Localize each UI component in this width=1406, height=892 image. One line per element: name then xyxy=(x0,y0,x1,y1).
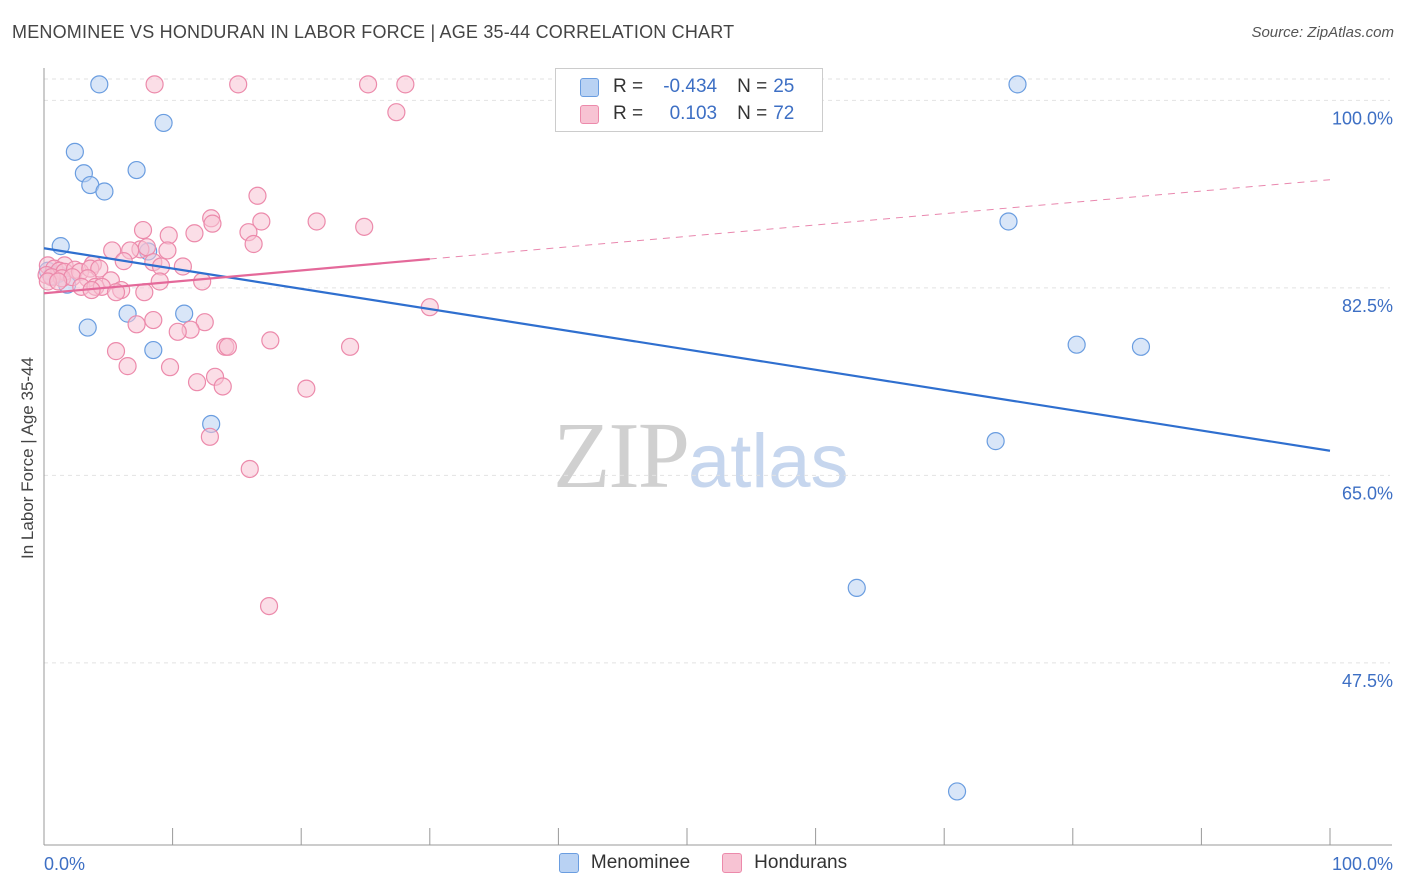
menominee-point xyxy=(175,304,194,323)
menominee-point xyxy=(78,318,97,337)
hondurans-point xyxy=(145,75,164,94)
axes xyxy=(43,68,1392,846)
hondurans-point xyxy=(135,283,154,302)
menominee-point xyxy=(127,160,146,180)
legend-item-hondurans[interactable]: Hondurans xyxy=(722,852,847,874)
hondurans-point xyxy=(244,234,263,254)
hondurans-point xyxy=(158,241,177,260)
hondurans-point xyxy=(259,596,279,616)
hondurans-point xyxy=(106,342,126,361)
hondurans-point xyxy=(252,212,271,231)
hondurans-point xyxy=(168,322,187,341)
legend-item-menominee[interactable]: Menominee xyxy=(558,852,691,874)
stats-row-menominee: R = -0.434 N = 25 xyxy=(580,74,794,100)
hondurans-point xyxy=(297,379,316,398)
n-label: N = xyxy=(737,103,768,124)
watermark-zip: ZIP xyxy=(553,404,690,508)
legend-label-menominee: Menominee xyxy=(590,852,691,873)
menominee-trend-line xyxy=(43,247,1331,452)
stats-row-hondurans: R = 0.103 N = 72 xyxy=(580,101,794,127)
y-tick-label: 100.0% xyxy=(1332,108,1393,128)
hondurans-point xyxy=(307,212,326,231)
watermark-atlas: atlas xyxy=(688,419,849,504)
data-points xyxy=(37,75,1151,801)
legend-label-hondurans: Hondurans xyxy=(754,852,848,873)
menominee-n-value: 25 xyxy=(773,76,795,97)
hondurans-r-value: 0.103 xyxy=(669,103,718,124)
correlation-stats-box: R = -0.434 N = 25 R = 0.103 N = 72 xyxy=(555,68,823,132)
y-tick-label: 47.5% xyxy=(1342,671,1393,691)
hondurans-legend-swatch xyxy=(722,853,743,873)
hondurans-point xyxy=(173,257,192,276)
hondurans-point xyxy=(218,337,237,356)
hondurans-point xyxy=(49,272,68,291)
y-tick-label: 82.5% xyxy=(1342,296,1393,316)
hondurans-trend-line-extrapolated xyxy=(429,179,1331,260)
menominee-point xyxy=(847,578,866,597)
x-tick-label-min: 0.0% xyxy=(44,854,85,874)
y-tick-label: 65.0% xyxy=(1342,483,1393,503)
series-hondurans xyxy=(37,75,439,616)
hondurans-point xyxy=(358,75,378,94)
legend: Menominee Hondurans xyxy=(0,852,1406,874)
hondurans-point xyxy=(118,357,137,376)
trend-lines xyxy=(43,179,1331,452)
menominee-swatch xyxy=(580,77,599,97)
menominee-r-value: -0.434 xyxy=(663,76,718,97)
hondurans-point xyxy=(193,272,212,291)
hondurans-point xyxy=(229,75,248,94)
tick-labels: 100.0% 82.5% 65.0% 47.5% 0.0% 100.0% xyxy=(44,108,1393,874)
x-tick-label-max: 100.0% xyxy=(1332,854,1393,874)
hondurans-point xyxy=(213,377,232,396)
watermark: ZIPatlas xyxy=(553,402,849,510)
hondurans-point xyxy=(240,459,259,479)
gridlines xyxy=(44,78,1390,664)
hondurans-point xyxy=(144,310,163,330)
menominee-point xyxy=(95,182,114,201)
menominee-point xyxy=(1131,337,1151,356)
hondurans-point xyxy=(355,217,374,236)
source-credit: Source: ZipAtlas.com xyxy=(1251,24,1394,41)
hondurans-point xyxy=(203,214,222,233)
hondurans-point xyxy=(127,315,146,334)
hondurans-point xyxy=(133,220,153,240)
hondurans-point xyxy=(160,358,180,377)
menominee-point xyxy=(154,113,173,133)
hondurans-swatch xyxy=(580,104,599,124)
hondurans-point xyxy=(261,331,280,350)
menominee-point xyxy=(90,75,109,94)
hondurans-point xyxy=(187,373,207,392)
hondurans-n-value: 72 xyxy=(773,103,795,124)
hondurans-trend-line xyxy=(43,257,430,295)
menominee-point xyxy=(144,340,163,360)
hondurans-point xyxy=(340,337,360,356)
menominee-point xyxy=(1008,75,1027,94)
hondurans-point xyxy=(185,224,204,243)
r-label: R = xyxy=(613,76,644,97)
menominee-point xyxy=(65,142,84,161)
menominee-point xyxy=(947,782,967,801)
hondurans-point xyxy=(248,186,267,205)
menominee-point xyxy=(1067,335,1086,354)
hondurans-point xyxy=(396,75,415,94)
menominee-legend-swatch xyxy=(558,853,579,873)
menominee-point xyxy=(999,212,1018,231)
n-label: N = xyxy=(737,76,768,97)
hondurans-point xyxy=(387,103,406,122)
chart-title: MENOMINEE VS HONDURAN IN LABOR FORCE | A… xyxy=(12,22,735,42)
menominee-point xyxy=(986,432,1005,451)
hondurans-point xyxy=(195,313,214,332)
hondurans-point xyxy=(159,226,178,245)
r-label: R = xyxy=(613,103,644,124)
hondurans-point xyxy=(200,427,219,446)
